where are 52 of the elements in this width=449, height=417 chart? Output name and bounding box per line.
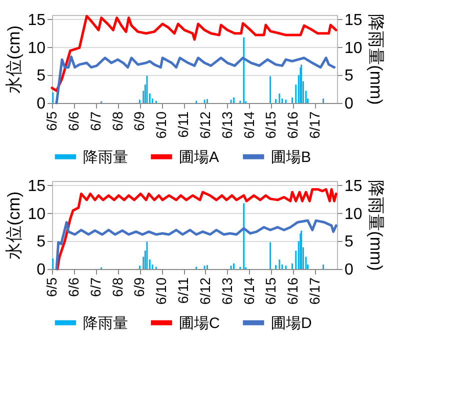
- y2-axis-title: 降雨量(mm): [366, 180, 386, 271]
- y-tick-label: 10: [28, 40, 46, 57]
- legend-label: 圃場C: [179, 314, 220, 332]
- y2-tick-label: 15: [344, 12, 362, 29]
- x-tick-label: 6/8: [109, 111, 126, 131]
- legend-label: 圃場A: [179, 148, 220, 166]
- y2-tick-label: 5: [344, 234, 354, 251]
- x-tick-label: 6/12: [196, 111, 213, 139]
- x-tick-label: 6/8: [109, 277, 126, 297]
- x-tick-label: 6/14: [240, 111, 257, 139]
- x-tick-label: 6/9: [131, 111, 148, 131]
- y-axis-title: 水位(cm): [4, 26, 24, 94]
- x-tick-label: 6/10: [153, 111, 170, 139]
- x-tick-label: 6/16: [284, 111, 301, 139]
- y-tick-label: 15: [28, 12, 46, 29]
- x-tick-label: 6/17: [306, 277, 323, 305]
- y-tick-label: 0: [36, 262, 46, 278]
- x-tick-label: 6/15: [262, 277, 279, 305]
- x-tick-label: 6/10: [153, 277, 170, 305]
- y-tick-label: 0: [36, 96, 46, 112]
- y2-tick-label: 0: [344, 96, 354, 112]
- y-tick-label: 5: [36, 234, 46, 251]
- y2-tick-label: 15: [344, 178, 362, 195]
- x-tick-label: 6/17: [306, 111, 323, 139]
- y2-tick-label: 10: [344, 40, 362, 57]
- x-tick-label: 6/6: [65, 277, 82, 297]
- y2-tick-label: 10: [344, 206, 362, 223]
- legend-label: 降雨量: [83, 148, 128, 166]
- x-tick-label: 6/9: [131, 277, 148, 297]
- x-tick-label: 6/15: [262, 111, 279, 139]
- y-tick-label: 5: [36, 68, 46, 85]
- legend-label: 圃場B: [271, 148, 312, 166]
- x-tick-label: 6/12: [196, 277, 213, 305]
- y2-axis-title: 降雨量(mm): [366, 14, 386, 105]
- x-tick-label: 6/5: [44, 111, 60, 131]
- x-tick-label: 6/5: [44, 277, 60, 297]
- legend-label: 圃場D: [271, 314, 312, 332]
- x-tick-label: 6/14: [240, 277, 257, 305]
- y-axis-title: 水位(cm): [4, 192, 24, 260]
- x-tick-label: 6/11: [175, 277, 192, 304]
- y2-tick-label: 0: [344, 262, 354, 278]
- legend-label: 降雨量: [83, 314, 128, 332]
- x-tick-label: 6/6: [65, 111, 82, 131]
- x-tick-label: 6/7: [87, 111, 104, 131]
- y2-tick-label: 5: [344, 68, 354, 85]
- x-tick-label: 6/16: [284, 277, 301, 305]
- x-tick-label: 6/13: [218, 111, 235, 139]
- y-tick-label: 10: [28, 206, 46, 223]
- x-tick-label: 6/7: [87, 277, 104, 297]
- x-tick-label: 6/11: [175, 111, 192, 138]
- y-tick-label: 15: [28, 178, 46, 195]
- x-tick-label: 6/13: [218, 277, 235, 305]
